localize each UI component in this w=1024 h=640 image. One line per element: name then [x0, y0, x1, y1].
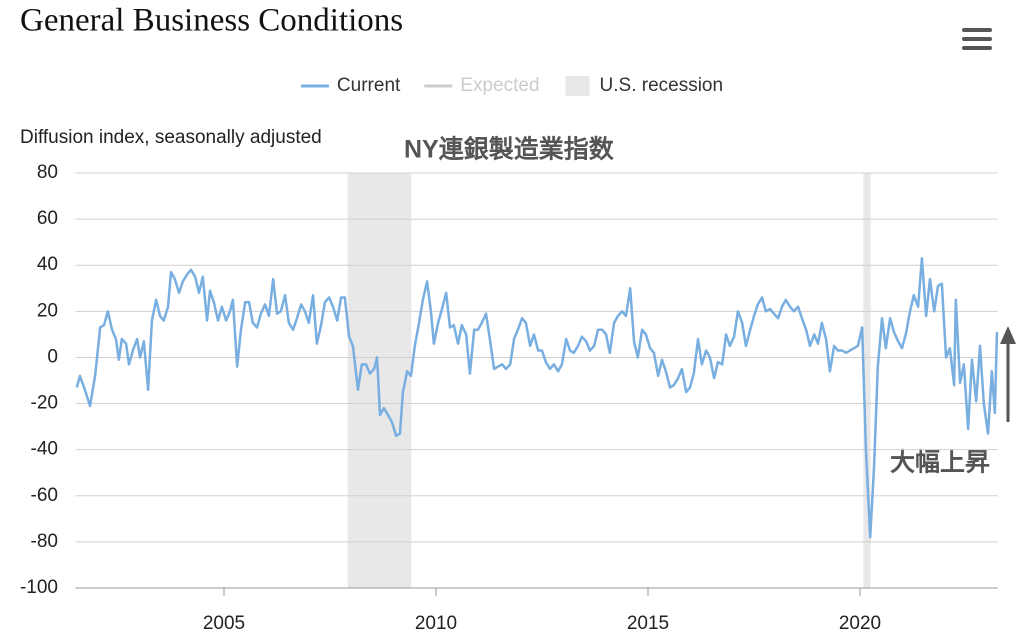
- x-tick-label: 2015: [627, 613, 669, 634]
- recession-band: [863, 173, 871, 588]
- legend-item: Expected: [424, 75, 540, 96]
- legend-item: Current: [300, 75, 401, 96]
- menu-bar: [962, 28, 992, 32]
- annotation: NY連銀製造業指数: [404, 136, 615, 164]
- y-tick-label: 20: [37, 300, 58, 321]
- y-tick-label: 80: [37, 162, 58, 183]
- legend-label: Expected: [460, 75, 539, 96]
- menu-button[interactable]: [962, 28, 992, 50]
- legend-swatch: [565, 76, 590, 96]
- y-tick-label: -20: [31, 393, 58, 414]
- menu-bar: [962, 46, 992, 50]
- legend-item: U.S. recession: [565, 75, 724, 96]
- legend-label: Current: [337, 75, 401, 96]
- chart-title: General Business Conditions: [20, 3, 403, 39]
- annotation: 大幅上昇: [890, 449, 990, 477]
- y-tick-label: 40: [37, 254, 58, 275]
- y-axis-label: Diffusion index, seasonally adjusted: [20, 127, 322, 148]
- menu-bar: [962, 37, 992, 41]
- y-tick-label: -80: [31, 531, 58, 552]
- y-tick-label: -60: [31, 485, 58, 506]
- y-tick-label: -40: [31, 439, 58, 460]
- x-tick-label: 2010: [415, 613, 457, 634]
- x-tick-label: 2005: [203, 613, 245, 634]
- y-tick-label: -100: [20, 577, 58, 598]
- x-tick-label: 2020: [839, 613, 881, 634]
- y-tick-label: 60: [37, 208, 58, 229]
- data-line: [75, 257, 999, 539]
- legend: Current Expected U.S. recession: [300, 75, 724, 96]
- legend-label: U.S. recession: [600, 75, 724, 96]
- arrow-head: [1000, 326, 1016, 344]
- arrow: [1000, 326, 1016, 422]
- y-tick-label: 0: [47, 346, 58, 367]
